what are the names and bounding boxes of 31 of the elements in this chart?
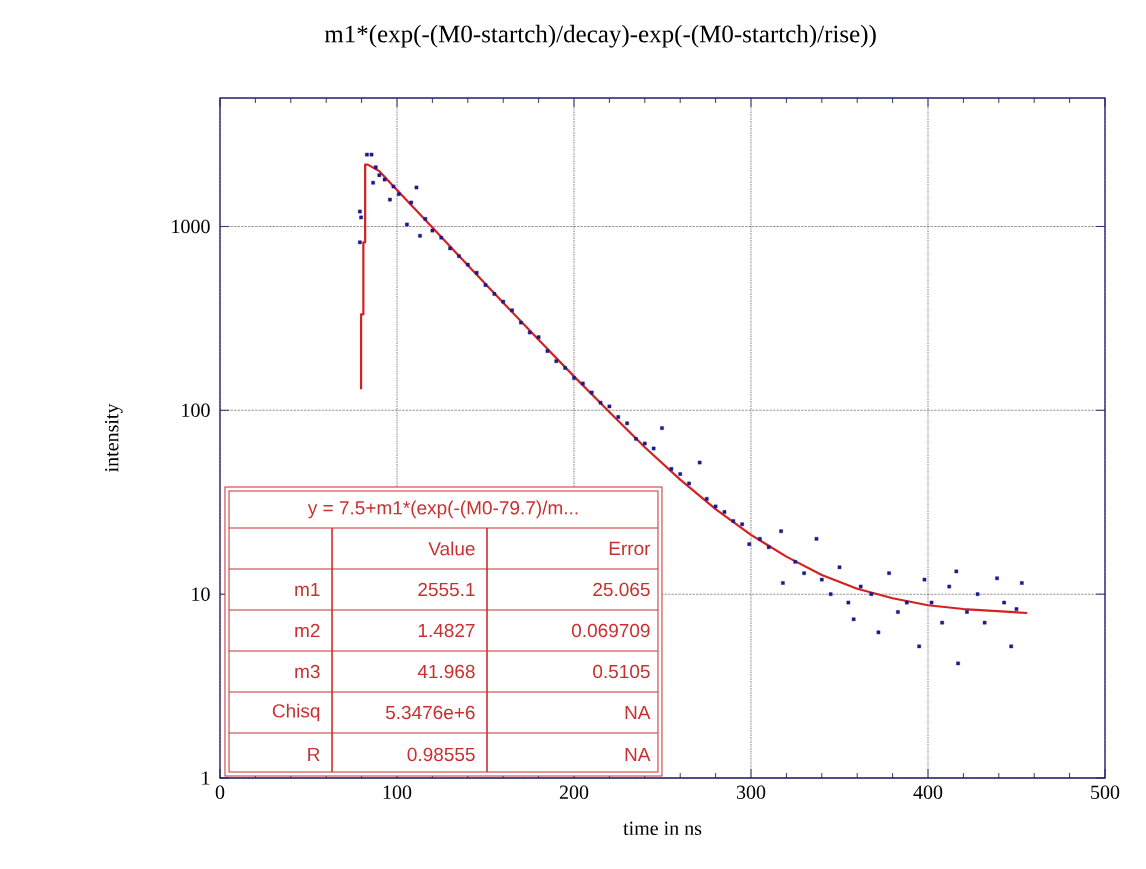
annotation: 0.069709 <box>571 623 650 638</box>
annotation: 0.5105 <box>593 664 650 679</box>
annotation: 41.968 <box>417 664 475 679</box>
annotation: 2555.1 <box>418 582 475 597</box>
annotation: Value <box>428 541 475 556</box>
y-tick-label: 100 <box>182 403 210 418</box>
x-tick-label: 200 <box>559 785 589 800</box>
x-tick-label: 100 <box>383 785 412 800</box>
y-tick-label: 1000 <box>172 219 210 234</box>
annotation: m3 <box>295 664 320 679</box>
annotation: 25.065 <box>593 582 650 597</box>
chart-title: m1*(exp(-(M0-startch)/decay)-exp(-(M0-startch)/rise)) <box>324 24 876 48</box>
y-axis-title: intensity <box>105 403 123 472</box>
x-axis-title: time in ns <box>623 821 702 836</box>
y-tick-label: 1 <box>202 771 210 785</box>
annotation: NA <box>625 705 651 720</box>
annotation: m2 <box>295 623 320 638</box>
x-tick-label: 0 <box>215 785 225 800</box>
annotation: m1 <box>295 582 320 597</box>
annotation: Chisq <box>272 703 320 722</box>
y-tick-label: 10 <box>192 587 210 601</box>
x-tick-label: 500 <box>1091 785 1120 800</box>
annotation: 1.4827 <box>418 623 475 638</box>
annotation: 0.98555 <box>407 747 475 762</box>
annotation: R <box>308 747 320 761</box>
annotation: 5.3476e+6 <box>385 705 475 720</box>
annotation: NA <box>625 747 651 761</box>
annotation: y = 7.5+m1*(exp(-(M0-79.7)/m... <box>307 500 578 519</box>
annotation: Error <box>609 541 651 556</box>
x-tick-label: 300 <box>736 785 766 800</box>
x-tick-label: 400 <box>913 785 943 800</box>
